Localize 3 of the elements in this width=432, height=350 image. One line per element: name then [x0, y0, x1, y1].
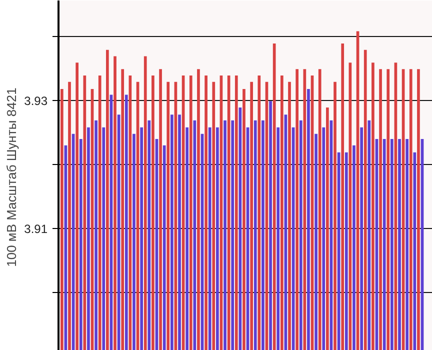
y-tick-label: 3.93	[24, 94, 48, 108]
y-axis-title: 100 мВ Масштаб Шунты 8421	[4, 88, 20, 267]
y-tick-label: 3.91	[24, 222, 48, 236]
